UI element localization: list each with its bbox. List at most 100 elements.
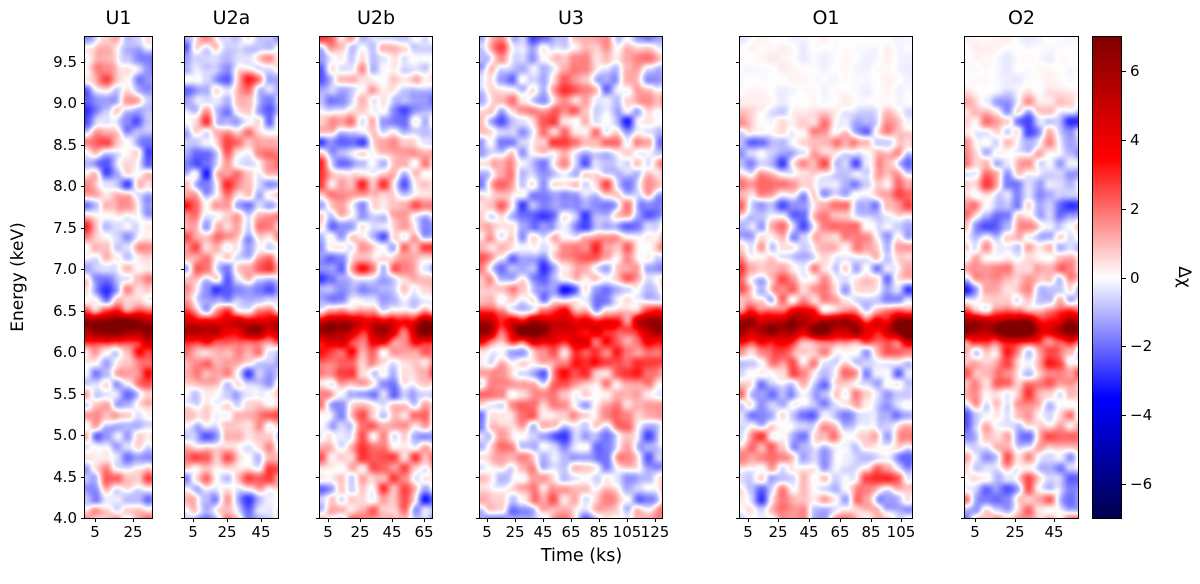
- time-tick-label: 5: [482, 523, 492, 541]
- time-tick-label: 45: [1044, 523, 1064, 541]
- energy-tick: [476, 477, 480, 478]
- energy-tick: [961, 352, 965, 353]
- energy-tick: [181, 103, 185, 104]
- energy-tick: [181, 394, 185, 395]
- panel-title-U2a: U2a: [212, 7, 251, 29]
- time-tick: [360, 518, 361, 522]
- energy-tick: [81, 62, 85, 63]
- energy-tick: [316, 394, 320, 395]
- energy-tick: [736, 518, 740, 519]
- energy-tick: [961, 186, 965, 187]
- time-tick: [871, 518, 872, 522]
- colorbar-tick-label: 6: [1130, 62, 1140, 80]
- time-tick-label: 105: [612, 523, 642, 541]
- energy-tick: [316, 145, 320, 146]
- energy-tick: [736, 228, 740, 229]
- time-tick-label: 125: [640, 523, 670, 541]
- energy-tick: [961, 269, 965, 270]
- time-tick: [487, 518, 488, 522]
- time-tick: [655, 518, 656, 522]
- colorbar-tick: [1122, 278, 1126, 279]
- energy-tick: [476, 103, 480, 104]
- colorbar-tick: [1122, 484, 1126, 485]
- energy-tick: [736, 269, 740, 270]
- energy-tick: [476, 394, 480, 395]
- colorbar-label: Δχ: [1174, 266, 1194, 288]
- energy-tick: [181, 62, 185, 63]
- energy-tick: [736, 186, 740, 187]
- energy-tick: [181, 477, 185, 478]
- energy-tick: [736, 394, 740, 395]
- energy-tick: [181, 269, 185, 270]
- time-tick: [1054, 518, 1055, 522]
- time-tick: [840, 518, 841, 522]
- energy-tick: [476, 311, 480, 312]
- time-tick: [901, 518, 902, 522]
- energy-tick: [961, 62, 965, 63]
- time-tick-label: 85: [861, 523, 881, 541]
- energy-tick-label: 6.5: [53, 302, 77, 320]
- time-tick: [627, 518, 628, 522]
- energy-tick: [736, 352, 740, 353]
- energy-tick: [81, 352, 85, 353]
- time-tick-label: 45: [382, 523, 402, 541]
- energy-tick-label: 5.5: [53, 385, 77, 403]
- time-tick-label: 25: [217, 523, 237, 541]
- energy-tick: [81, 145, 85, 146]
- colorbar-tick: [1122, 140, 1126, 141]
- energy-tick-label: 7.0: [53, 260, 77, 278]
- energy-tick: [81, 186, 85, 187]
- energy-tick: [81, 518, 85, 519]
- energy-tick: [316, 103, 320, 104]
- energy-tick: [961, 228, 965, 229]
- energy-tick-label: 4.0: [53, 509, 77, 527]
- time-tick: [571, 518, 572, 522]
- time-tick-label: 45: [799, 523, 819, 541]
- time-tick: [95, 518, 96, 522]
- energy-tick: [81, 228, 85, 229]
- energy-tick: [316, 269, 320, 270]
- energy-tick: [961, 477, 965, 478]
- energy-tick: [181, 352, 185, 353]
- energy-tick: [476, 228, 480, 229]
- energy-tick: [81, 477, 85, 478]
- energy-tick: [181, 228, 185, 229]
- energy-tick-label: 6.0: [53, 343, 77, 361]
- time-tick: [261, 518, 262, 522]
- energy-tick: [181, 186, 185, 187]
- energy-tick: [736, 145, 740, 146]
- heatmap-O2: [964, 36, 1079, 519]
- colorbar: [1092, 36, 1122, 519]
- colorbar-tick-label: −4: [1130, 406, 1153, 424]
- energy-tick: [316, 352, 320, 353]
- energy-tick: [81, 435, 85, 436]
- energy-tick-label: 4.5: [53, 468, 77, 486]
- time-tick-label: 5: [970, 523, 980, 541]
- x-axis-label: Time (ks): [540, 546, 623, 566]
- energy-tick: [316, 311, 320, 312]
- panel-title-U3: U3: [558, 7, 584, 29]
- colorbar-tick-label: 2: [1130, 200, 1140, 218]
- energy-tick-label: 9.5: [53, 53, 77, 71]
- colorbar-tick: [1122, 71, 1126, 72]
- energy-tick: [961, 311, 965, 312]
- colorbar-tick-label: 0: [1130, 269, 1140, 287]
- energy-tick-label: 8.0: [53, 177, 77, 195]
- energy-tick: [476, 62, 480, 63]
- panel-title-U2b: U2b: [356, 7, 396, 29]
- time-tick-label: 65: [830, 523, 850, 541]
- time-tick: [975, 518, 976, 522]
- energy-tick: [316, 477, 320, 478]
- time-tick-label: 105: [886, 523, 916, 541]
- energy-tick-label: 8.5: [53, 136, 77, 154]
- time-tick: [424, 518, 425, 522]
- time-tick: [543, 518, 544, 522]
- energy-tick: [476, 145, 480, 146]
- time-tick-label: 85: [589, 523, 609, 541]
- energy-tick: [81, 103, 85, 104]
- time-tick: [599, 518, 600, 522]
- energy-tick: [476, 269, 480, 270]
- energy-tick: [736, 103, 740, 104]
- colorbar-tick: [1122, 415, 1126, 416]
- time-tick: [778, 518, 779, 522]
